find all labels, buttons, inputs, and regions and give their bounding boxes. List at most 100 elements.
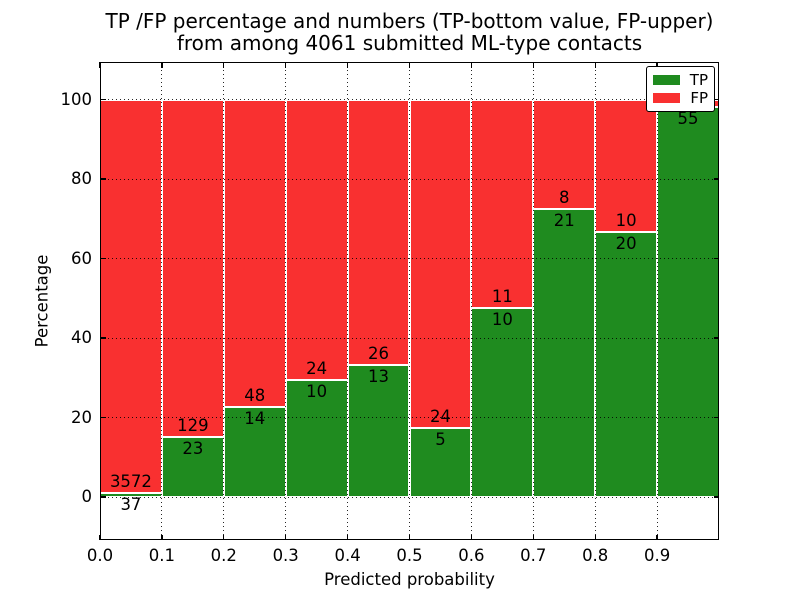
fp-bar-segment — [223, 99, 286, 408]
tp-count-label: 10 — [306, 382, 328, 402]
x-tick-bottom — [532, 534, 534, 540]
fp-bar-segment — [595, 99, 658, 232]
y-tick-left — [100, 416, 106, 419]
fp-count-label: 10 — [615, 211, 637, 230]
tp-bar-segment — [657, 106, 719, 497]
x-tick-bottom — [99, 534, 101, 540]
x-tick-top — [223, 62, 225, 68]
fp-count-label: 3572 — [109, 471, 152, 491]
tp-count-label: 20 — [615, 234, 637, 253]
x-tick-label: 0.4 — [334, 546, 361, 565]
x-tick-top — [285, 62, 287, 68]
x-tick-top — [470, 62, 473, 68]
y-tick-right — [713, 416, 719, 419]
v-gridline — [347, 62, 349, 540]
x-tick-top — [532, 62, 534, 68]
fp-bar-segment — [285, 99, 348, 381]
fp-bar-segment — [161, 99, 224, 437]
y-tick-right — [713, 257, 719, 260]
tp-bar-segment — [595, 232, 658, 497]
x-tick-bottom — [223, 534, 225, 540]
legend-item-tp: TP — [653, 72, 708, 88]
fp-bar-segment — [533, 99, 596, 210]
tp-bar-segment — [285, 380, 348, 497]
tp-bar-segment — [409, 428, 472, 497]
fp-bar-segment — [100, 99, 162, 493]
x-tick-top — [346, 62, 349, 68]
tp-count-label: 21 — [553, 211, 575, 231]
tp-bar-segment — [471, 307, 534, 497]
tp-count-label: 14 — [244, 409, 266, 429]
y-tick-left — [100, 178, 106, 180]
fp-count-label: 8 — [558, 188, 570, 208]
x-tick-label: 0.8 — [582, 546, 609, 565]
y-tick-label: 80 — [71, 169, 92, 188]
y-tick-label: 0 — [81, 487, 93, 506]
y-tick-right — [713, 496, 719, 498]
y-tick-label: 100 — [60, 89, 93, 109]
tp-bar-segment — [161, 436, 224, 497]
y-tick-left — [100, 98, 106, 101]
fp-count-label: 24 — [306, 359, 328, 379]
x-tick-label: 0.5 — [396, 546, 423, 565]
x-tick-top — [161, 62, 163, 68]
x-tick-label: 0.2 — [210, 546, 237, 565]
x-tick-label: 0.6 — [458, 546, 485, 565]
tp-count-label: 13 — [368, 366, 390, 386]
tp-bar-segment — [533, 209, 596, 497]
fp-swatch — [653, 93, 681, 104]
y-tick-right — [713, 178, 719, 180]
tp-bar-segment — [223, 407, 286, 497]
x-tick-top — [656, 62, 658, 68]
x-tick-bottom — [656, 534, 658, 540]
x-tick-bottom — [470, 534, 473, 540]
fp-count-label: 24 — [429, 407, 451, 427]
fp-bar-segment — [409, 99, 472, 429]
fp-bar-segment — [347, 99, 410, 365]
tp-count-label: 23 — [182, 438, 204, 458]
fp-count-label: 11 — [491, 286, 513, 306]
v-gridline — [594, 62, 596, 540]
y-tick-label: 40 — [71, 328, 92, 347]
v-gridline — [656, 62, 658, 540]
v-gridline — [285, 62, 287, 540]
chart-title-line1: TP /FP percentage and numbers (TP-bottom… — [105, 9, 714, 33]
y-tick-left — [100, 337, 106, 339]
x-tick-bottom — [285, 534, 287, 540]
fp-count-label: 26 — [368, 343, 390, 363]
y-tick-left — [100, 257, 106, 260]
v-gridline — [161, 62, 163, 540]
x-tick-top — [408, 62, 411, 68]
legend: TP FP — [646, 66, 715, 112]
x-tick-label: 0.0 — [86, 546, 114, 565]
x-tick-label: 0.1 — [148, 546, 176, 565]
x-tick-label: 0.7 — [520, 546, 547, 565]
tp-count-label: 55 — [677, 108, 699, 128]
fp-bar-segment — [471, 99, 534, 308]
y-tick-left — [100, 496, 106, 498]
v-gridline — [223, 62, 225, 540]
y-tick-right — [713, 98, 719, 101]
x-tick-bottom — [346, 534, 349, 540]
tp-bar-segment — [347, 364, 410, 497]
tp-count-label: 5 — [435, 430, 446, 450]
x-tick-bottom — [408, 534, 411, 540]
y-tick-right — [713, 337, 719, 339]
x-tick-label: 0.3 — [272, 546, 299, 565]
x-tick-top — [594, 62, 596, 68]
x-tick-bottom — [594, 534, 596, 540]
y-tick-label: 20 — [71, 407, 92, 427]
chart-title-line2: from among 4061 submitted ML-type contac… — [176, 31, 643, 55]
x-tick-label: 0.9 — [643, 546, 671, 565]
plot-area: 3572371292348142410261324511108211020155 — [99, 62, 719, 540]
legend-label-tp: TP — [689, 70, 708, 89]
legend-item-fp: FP — [653, 90, 708, 106]
v-gridline — [470, 62, 472, 540]
tp-count-label: 10 — [491, 309, 513, 329]
x-tick-bottom — [161, 534, 163, 540]
fp-count-label: 48 — [244, 386, 266, 406]
v-gridline — [409, 62, 410, 540]
y-tick-label: 60 — [71, 248, 92, 268]
tp-swatch — [653, 74, 680, 85]
